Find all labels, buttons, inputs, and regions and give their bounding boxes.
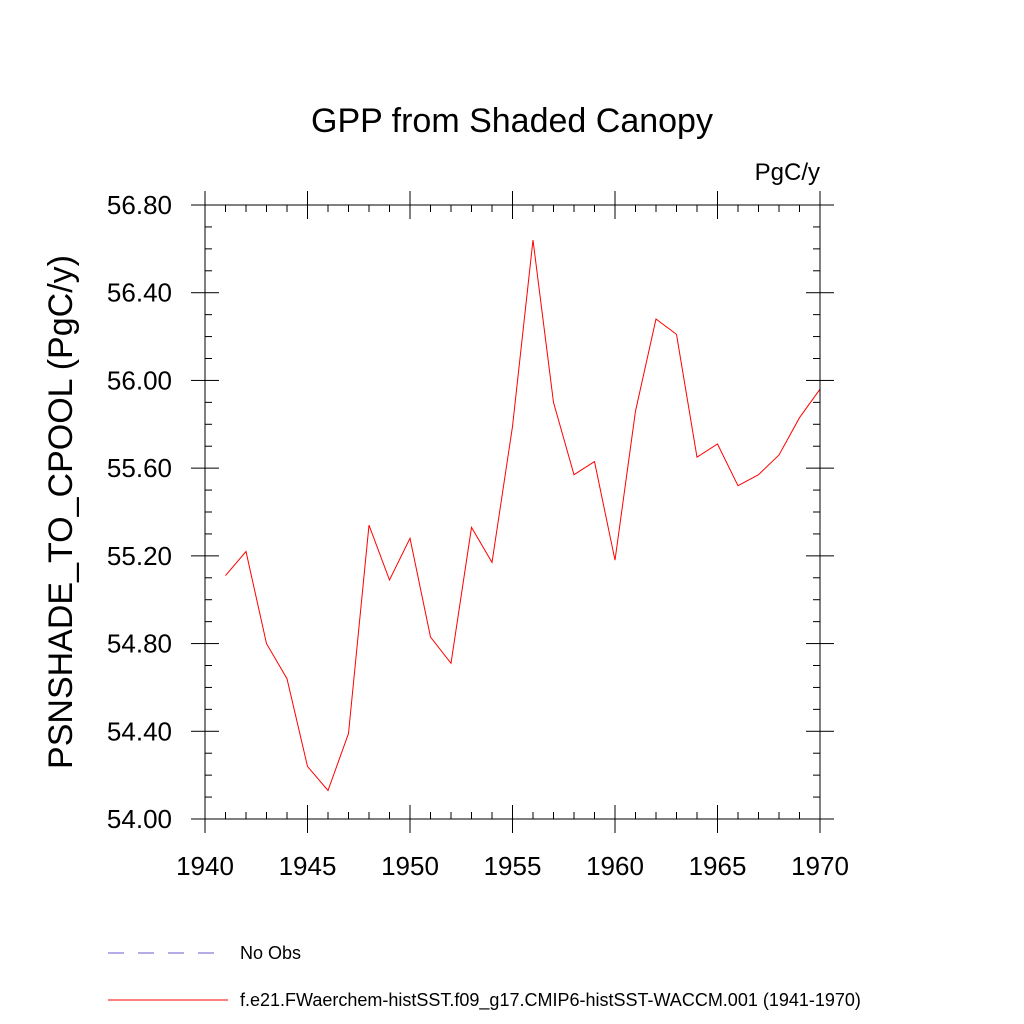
y-tick-label: 55.60 [107,453,172,483]
x-tick-label: 1965 [689,851,747,881]
x-tick-label: 1960 [586,851,644,881]
plot-series [225,240,821,792]
y-tick-label: 56.00 [107,365,172,395]
legend: No Obs f.e21.FWaerchem-histSST.f09_g17.CM… [108,943,861,1011]
x-tick-label: 1945 [279,851,337,881]
legend-label: f.e21.FWaerchem-histSST.f09_g17.CMIP6-hi… [240,990,861,1011]
y-tick-label: 54.40 [107,716,172,746]
y-tick-label: 56.80 [107,190,172,220]
plot-frame [204,204,821,820]
x-tick-label: 1950 [381,851,439,881]
x-tick-label: 1970 [791,851,849,881]
y-tick-label: 55.20 [107,541,172,571]
units-label: PgC/y [755,159,820,186]
legend-label: No Obs [240,943,301,963]
x-tick-label: 1955 [484,851,542,881]
series-line [225,240,821,792]
y-tick-label: 54.80 [107,629,172,659]
y-tick-label: 54.00 [107,804,172,834]
y-axis-label: PSNSHADE_TO_CPOOL (PgC/y) [42,255,80,769]
axis-ticks: 1940 1945 1950 1955 1960 1965 1970 54.00 54.40 54… [107,190,849,881]
y-tick-label: 56.40 [107,278,172,308]
chart-title: GPP from Shaded Canopy [311,102,713,140]
x-tick-label: 1940 [176,851,234,881]
